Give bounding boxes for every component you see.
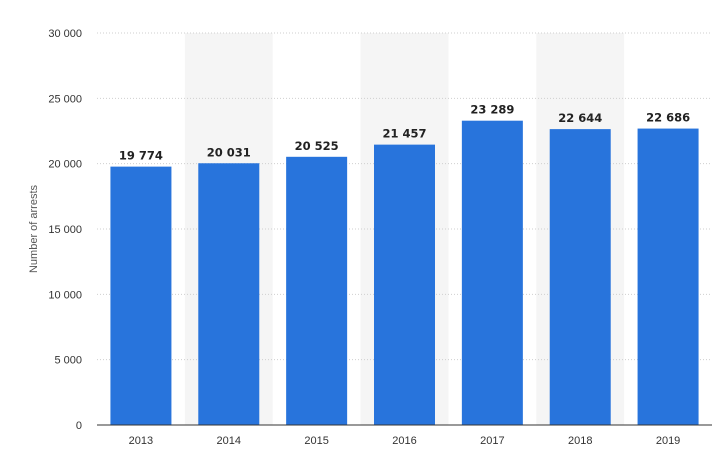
y-tick-label: 0 [76, 420, 82, 432]
x-tick-label: 2017 [480, 435, 504, 447]
bars [110, 120, 699, 426]
y-tick-label: 20 000 [48, 159, 82, 171]
x-tick-label: 2015 [304, 435, 328, 447]
bar-2019[interactable] [637, 128, 699, 426]
value-label: 22 686 [646, 111, 690, 125]
value-label: 20 525 [295, 139, 339, 153]
x-tick-label: 2016 [392, 435, 416, 447]
y-axis-title: Number of arrests [28, 184, 40, 273]
value-label: 23 289 [470, 103, 514, 117]
value-label: 21 457 [382, 127, 426, 141]
y-tick-label: 25 000 [48, 93, 82, 105]
bar-2016[interactable] [374, 144, 435, 425]
x-tick-label: 2014 [217, 435, 241, 447]
x-tick-label: 2013 [129, 435, 153, 447]
y-tick-label: 5 000 [54, 355, 82, 367]
value-label: 20 031 [207, 145, 251, 159]
bar-2013[interactable] [110, 166, 172, 425]
y-tick-label: 30 000 [48, 28, 82, 40]
y-tick-label: 15 000 [48, 224, 82, 236]
bar-2014[interactable] [198, 163, 260, 425]
x-axis: 2013 2014 2015 2016 2017 2018 2019 [97, 424, 712, 447]
value-label: 22 644 [558, 111, 602, 125]
value-labels: 19 774 20 031 20 525 21 457 23 289 22 644 22 6… [119, 103, 690, 163]
x-tick-label: 2018 [568, 435, 592, 447]
y-axis: 0 5 000 10 000 15 000 20 000 25 000 30 000 [48, 28, 82, 432]
value-label: 19 774 [119, 149, 163, 163]
x-tick-label: 2019 [656, 435, 680, 447]
bar-2017[interactable] [461, 120, 523, 425]
bar-2015[interactable] [286, 156, 348, 425]
bar-2018[interactable] [549, 129, 611, 425]
y-tick-label: 10 000 [48, 289, 82, 301]
